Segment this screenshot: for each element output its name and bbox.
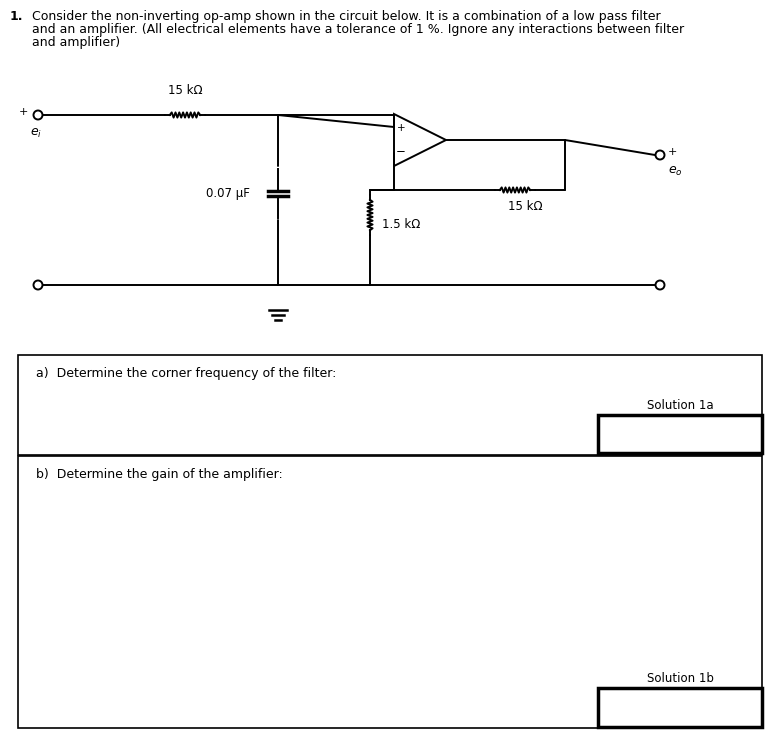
Text: +: + — [397, 123, 406, 133]
Text: −: − — [396, 145, 406, 158]
Bar — [18, 355, 762, 455]
Text: Solution 1a: Solution 1a — [647, 399, 714, 412]
Text: and an amplifier. (All electrical elements have a tolerance of 1 %. Ignore any i: and an amplifier. (All electrical elemen… — [32, 23, 684, 36]
Text: a)  Determine the corner frequency of the filter:: a) Determine the corner frequency of the… — [36, 367, 336, 380]
Text: Consider the non-inverting op-amp shown in the circuit below. It is a combinatio: Consider the non-inverting op-amp shown … — [32, 10, 661, 23]
Text: +: + — [19, 107, 28, 117]
Text: Solution 1b: Solution 1b — [647, 672, 714, 685]
Text: b)  Determine the gain of the amplifier:: b) Determine the gain of the amplifier: — [36, 468, 282, 481]
Text: 1.5 kΩ: 1.5 kΩ — [382, 218, 420, 232]
Text: +: + — [668, 147, 677, 157]
Text: $e_o$: $e_o$ — [668, 165, 682, 178]
Bar — [18, 456, 762, 728]
Text: 15 kΩ: 15 kΩ — [508, 200, 542, 213]
Text: and amplifier): and amplifier) — [32, 36, 120, 49]
Text: 0.07 μF: 0.07 μF — [206, 186, 250, 199]
Text: 1.: 1. — [10, 10, 23, 23]
Bar — [598, 415, 762, 453]
Bar — [598, 688, 762, 727]
Text: $e_i$: $e_i$ — [30, 127, 42, 140]
Text: 15 kΩ: 15 kΩ — [168, 84, 202, 97]
